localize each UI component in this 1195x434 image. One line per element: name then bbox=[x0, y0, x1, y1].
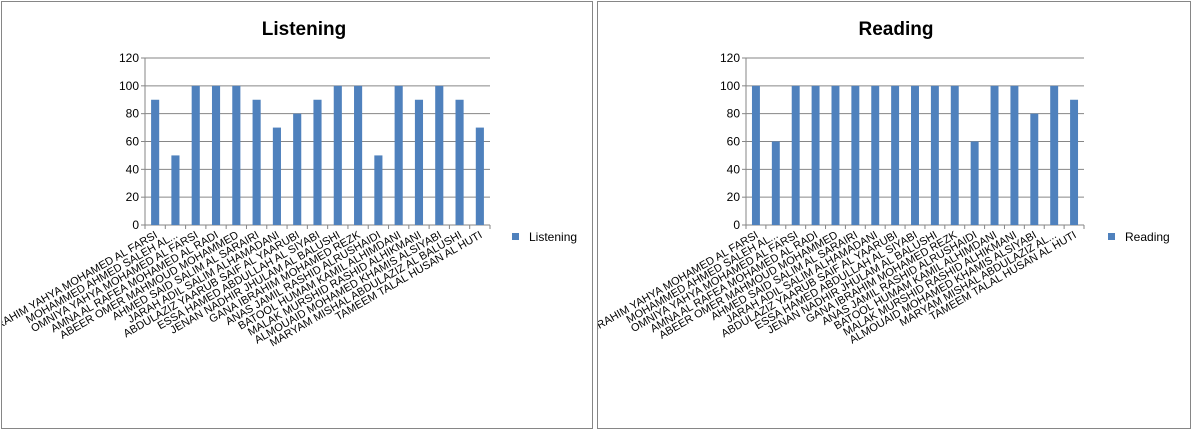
bar bbox=[990, 85, 999, 225]
bar bbox=[791, 85, 800, 225]
bar bbox=[1030, 113, 1039, 225]
y-tick-label: 120 bbox=[720, 51, 740, 65]
chart-title: Reading bbox=[859, 19, 934, 40]
bar bbox=[1070, 99, 1079, 225]
bar bbox=[871, 85, 880, 225]
legend-swatch bbox=[1108, 233, 1115, 240]
y-tick-label: 120 bbox=[119, 51, 139, 65]
chart-title: Listening bbox=[262, 19, 346, 40]
legend-label: Listening bbox=[529, 230, 577, 244]
bar bbox=[1050, 85, 1059, 225]
bar bbox=[771, 141, 780, 225]
y-tick-label: 0 bbox=[132, 218, 139, 232]
bar bbox=[851, 85, 860, 225]
bar bbox=[374, 155, 383, 225]
bar bbox=[891, 85, 900, 225]
legend-swatch bbox=[512, 233, 519, 240]
bar bbox=[831, 85, 840, 225]
bar bbox=[232, 85, 241, 225]
y-tick-label: 80 bbox=[727, 107, 741, 121]
bar bbox=[354, 85, 363, 225]
bar bbox=[313, 99, 322, 225]
y-tick-label: 100 bbox=[720, 79, 740, 93]
bar bbox=[272, 127, 281, 225]
y-tick-label: 40 bbox=[126, 162, 140, 176]
y-tick-label: 0 bbox=[733, 218, 740, 232]
y-tick-label: 60 bbox=[727, 135, 741, 149]
bar bbox=[911, 85, 919, 225]
bar bbox=[475, 127, 484, 225]
bar bbox=[211, 85, 221, 225]
y-tick-label: 40 bbox=[727, 162, 741, 176]
legend-label: Reading bbox=[1125, 230, 1170, 244]
y-tick-label: 20 bbox=[126, 190, 140, 204]
bar bbox=[171, 155, 180, 225]
listening-chart-panel: Listening 0 20 40 60 80 100 120 EBRAHIM YAHYA MO… bbox=[1, 1, 593, 429]
y-tick-label: 100 bbox=[119, 79, 139, 93]
bar bbox=[970, 141, 979, 225]
bar bbox=[394, 85, 403, 225]
bar bbox=[751, 85, 760, 225]
bar bbox=[1010, 85, 1019, 225]
y-tick-label: 80 bbox=[126, 107, 140, 121]
bar bbox=[930, 85, 939, 225]
bar bbox=[811, 85, 820, 225]
bar bbox=[151, 99, 160, 225]
bar bbox=[191, 85, 200, 225]
y-tick-label: 20 bbox=[727, 190, 741, 204]
bar bbox=[455, 99, 464, 225]
reading-chart-panel: Reading 0 20 40 60 80 100 120 EBRAHIM YAHYA MOHA… bbox=[597, 1, 1191, 429]
bar bbox=[435, 85, 444, 225]
bar bbox=[293, 113, 302, 225]
bar bbox=[950, 85, 959, 225]
bar bbox=[252, 99, 261, 225]
bar bbox=[333, 85, 342, 225]
y-tick-label: 60 bbox=[126, 135, 140, 149]
bar bbox=[414, 99, 424, 225]
